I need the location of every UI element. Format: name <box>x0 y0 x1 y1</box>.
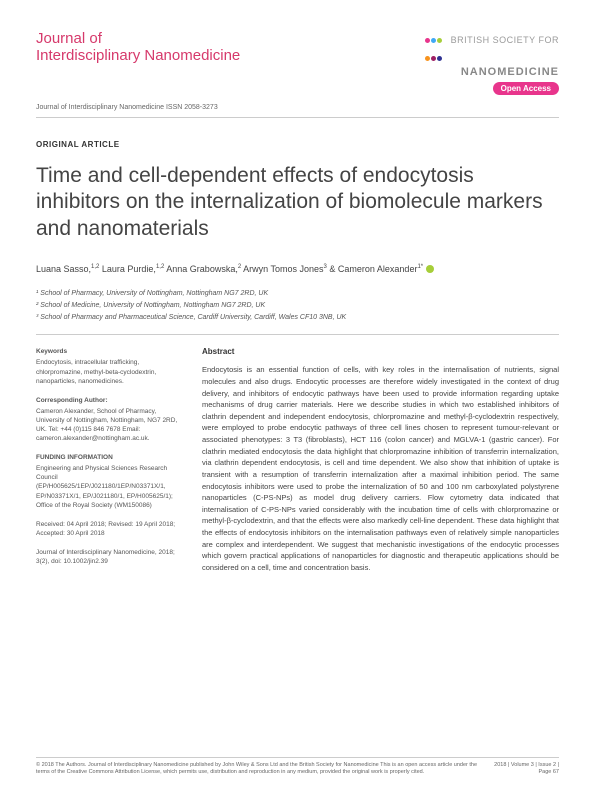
journal-name: Journal of Interdisciplinary Nanomedicin… <box>36 30 240 65</box>
funding-section: FUNDING INFORMATION Engineering and Phys… <box>36 453 186 510</box>
logo-dots-icon <box>424 30 442 66</box>
main-content: Keywords Endocytosis, intracellular traf… <box>36 347 559 576</box>
affiliation: ² School of Medicine, University of Nott… <box>36 300 559 311</box>
dates-text: Received: 04 April 2018; Revised: 19 Apr… <box>36 520 186 538</box>
affiliations: ¹ School of Pharmacy, University of Nott… <box>36 288 559 336</box>
citation-section: Journal of Interdisciplinary Nanomedicin… <box>36 548 186 566</box>
corr-author-text: Cameron Alexander, School of Pharmacy, U… <box>36 407 186 443</box>
volume-issue: 2018 | Volume 3 | Issue 2 | <box>494 762 559 769</box>
copyright-text: © 2018 The Authors. Journal of Interdisc… <box>36 762 484 776</box>
corr-author-heading: Corresponding Author: <box>36 396 186 405</box>
journal-line2: Interdisciplinary Nanomedicine <box>36 47 240 64</box>
publisher-logo: BRITISH SOCIETY FOR NANOMEDICINE Open Ac… <box>424 30 559 96</box>
keywords-heading: Keywords <box>36 347 186 356</box>
society-line2: NANOMEDICINE <box>424 66 559 78</box>
affiliation: ³ School of Pharmacy and Pharmaceutical … <box>36 312 559 323</box>
funding-heading: FUNDING INFORMATION <box>36 453 186 462</box>
abstract-text: Endocytosis is an essential function of … <box>202 364 559 573</box>
citation-text: Journal of Interdisciplinary Nanomedicin… <box>36 548 186 566</box>
society-name: BRITISH SOCIETY FOR NANOMEDICINE <box>424 35 559 78</box>
orcid-icon <box>426 265 434 273</box>
footer-meta: 2018 | Volume 3 | Issue 2 | Page 67 <box>484 762 559 776</box>
authors-text: Luana Sasso,1,2 Laura Purdie,1,2 Anna Gr… <box>36 264 423 274</box>
journal-line1: Journal of <box>36 30 102 47</box>
affiliation: ¹ School of Pharmacy, University of Nott… <box>36 288 559 299</box>
issn-line: Journal of Interdisciplinary Nanomedicin… <box>36 104 559 118</box>
keywords-section: Keywords Endocytosis, intracellular traf… <box>36 347 186 385</box>
article-title: Time and cell-dependent effects of endoc… <box>36 163 559 242</box>
society-line1: BRITISH SOCIETY FOR <box>451 35 559 45</box>
author-list: Luana Sasso,1,2 Laura Purdie,1,2 Anna Gr… <box>36 264 559 274</box>
header: Journal of Interdisciplinary Nanomedicin… <box>36 30 559 96</box>
page-number: Page 67 <box>494 769 559 776</box>
funding-text: Engineering and Physical Sciences Resear… <box>36 464 186 509</box>
corresponding-author-section: Corresponding Author: Cameron Alexander,… <box>36 396 186 443</box>
article-type: ORIGINAL ARTICLE <box>36 140 559 149</box>
open-access-badge: Open Access <box>493 82 559 95</box>
abstract-column: Abstract Endocytosis is an essential fun… <box>202 347 559 576</box>
abstract-heading: Abstract <box>202 347 559 356</box>
footer: © 2018 The Authors. Journal of Interdisc… <box>36 757 559 776</box>
sidebar: Keywords Endocytosis, intracellular traf… <box>36 347 186 576</box>
dates-section: Received: 04 April 2018; Revised: 19 Apr… <box>36 520 186 538</box>
keywords-text: Endocytosis, intracellular trafficking, … <box>36 358 186 385</box>
